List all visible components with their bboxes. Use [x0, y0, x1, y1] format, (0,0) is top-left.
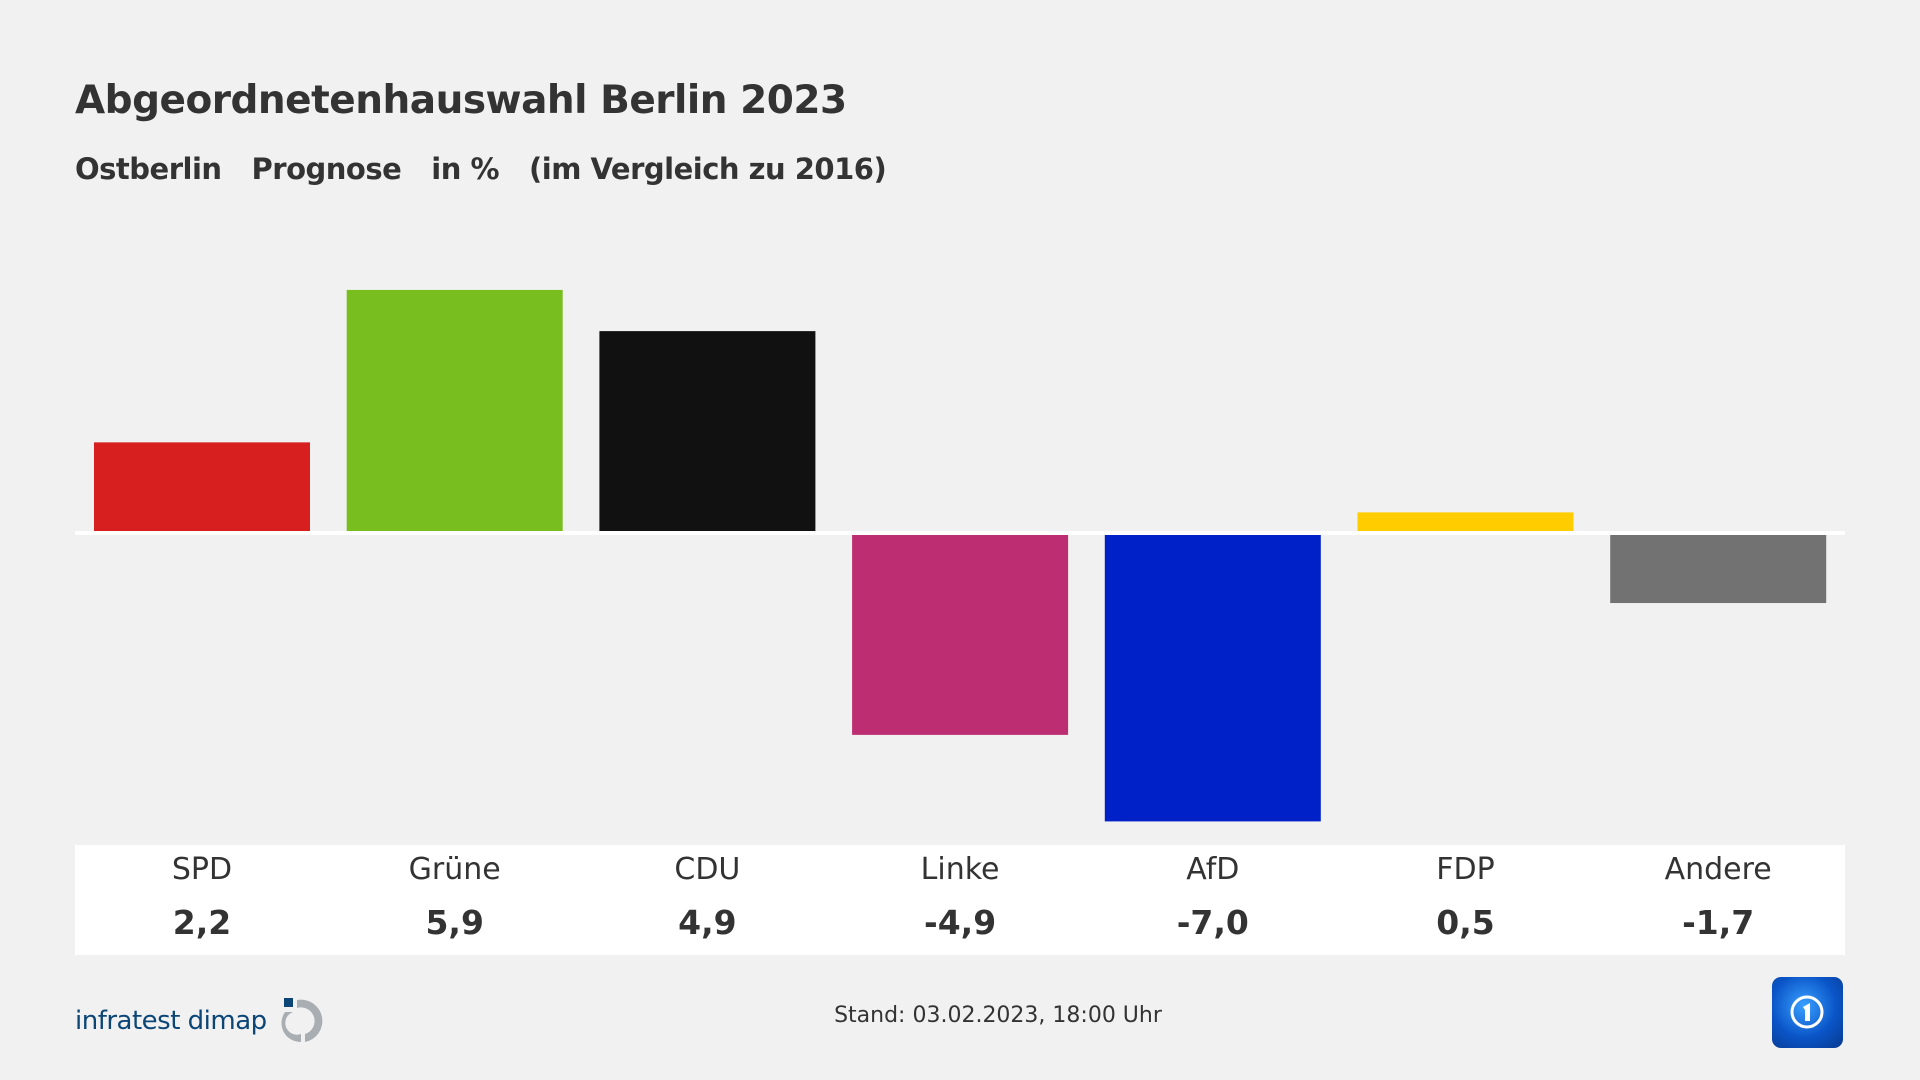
subtitle-region: Ostberlin [75, 152, 222, 186]
bar-cdu [599, 331, 816, 533]
value-label: 2,2 [172, 903, 232, 942]
bar-afd [1104, 533, 1321, 822]
value-label: -1,7 [1682, 903, 1755, 942]
chart-title: Abgeordnetenhauswahl Berlin 2023 [75, 78, 847, 123]
category-name: AfD [1186, 852, 1240, 887]
value-label: 0,5 [1436, 903, 1495, 942]
bar-linke [852, 533, 1069, 735]
subtitle-comparison: (im Vergleich zu 2016) [529, 152, 887, 186]
category-name: FDP [1436, 852, 1495, 887]
tagesschau-app-icon [1772, 977, 1843, 1048]
bar-chart [75, 289, 1845, 822]
value-label: -7,0 [1176, 903, 1249, 942]
subtitle-type: Prognose [251, 152, 402, 186]
timestamp: Stand: 03.02.2023, 18:00 Uhr [834, 1003, 1162, 1028]
category-name: Linke [920, 852, 1000, 887]
bar-grüne [346, 289, 563, 533]
bar-andere [1610, 533, 1827, 604]
value-label: -4,9 [924, 903, 997, 942]
category-name: Andere [1664, 852, 1772, 887]
value-label: 4,9 [678, 903, 737, 942]
bar-fdp [1357, 512, 1574, 533]
category-labels: SPD 2,2 Grüne 5,9 CDU 4,9 Linke -4,9 AfD -7,0 FDP 0… [75, 845, 1845, 955]
infratest-logo-icon [281, 998, 323, 1043]
logo-text: infratest dimap [75, 1006, 267, 1036]
chart-subtitle: Ostberlin Prognose in % (im Vergleich zu 20… [75, 152, 916, 186]
category-name: CDU [674, 852, 741, 887]
infratest-dimap-logo: infratest dimap [75, 996, 329, 1046]
category-name: SPD [171, 852, 233, 887]
value-label: 5,9 [425, 903, 484, 942]
category-name: Grüne [408, 852, 501, 887]
bar-spd [94, 442, 310, 533]
subtitle-unit: in % [431, 152, 500, 186]
